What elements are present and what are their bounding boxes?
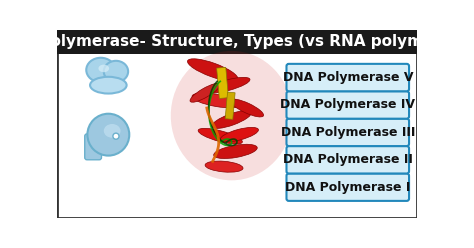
Ellipse shape [171, 51, 292, 180]
Ellipse shape [198, 128, 242, 144]
Ellipse shape [188, 59, 238, 81]
Ellipse shape [230, 99, 264, 117]
Ellipse shape [104, 61, 128, 82]
FancyBboxPatch shape [286, 174, 409, 201]
FancyBboxPatch shape [57, 30, 417, 54]
FancyBboxPatch shape [85, 134, 101, 160]
Ellipse shape [205, 161, 243, 172]
Ellipse shape [190, 83, 220, 102]
Ellipse shape [192, 93, 241, 108]
Text: DNA Polymerase IV: DNA Polymerase IV [280, 98, 415, 111]
FancyBboxPatch shape [286, 146, 409, 174]
Ellipse shape [104, 124, 120, 138]
Text: DNA Polymerase I: DNA Polymerase I [285, 181, 410, 194]
Ellipse shape [90, 77, 127, 93]
Ellipse shape [220, 127, 258, 142]
Circle shape [113, 133, 119, 139]
Ellipse shape [99, 65, 109, 72]
Ellipse shape [212, 111, 251, 128]
Bar [225, 92, 235, 119]
Ellipse shape [214, 144, 257, 158]
FancyBboxPatch shape [286, 64, 409, 91]
Ellipse shape [87, 114, 129, 155]
Text: DNA Polymerase II: DNA Polymerase II [283, 153, 413, 166]
Bar [217, 67, 228, 98]
Text: DNA Polymerase V: DNA Polymerase V [283, 71, 413, 84]
FancyBboxPatch shape [57, 30, 417, 218]
FancyBboxPatch shape [286, 91, 409, 119]
Ellipse shape [206, 77, 250, 93]
Ellipse shape [86, 58, 115, 82]
FancyBboxPatch shape [286, 119, 409, 146]
Text: DNA Polymerase III: DNA Polymerase III [281, 126, 415, 139]
Text: DNA Polymerase- Structure, Types (vs RNA polymerase): DNA Polymerase- Structure, Types (vs RNA… [0, 34, 474, 49]
